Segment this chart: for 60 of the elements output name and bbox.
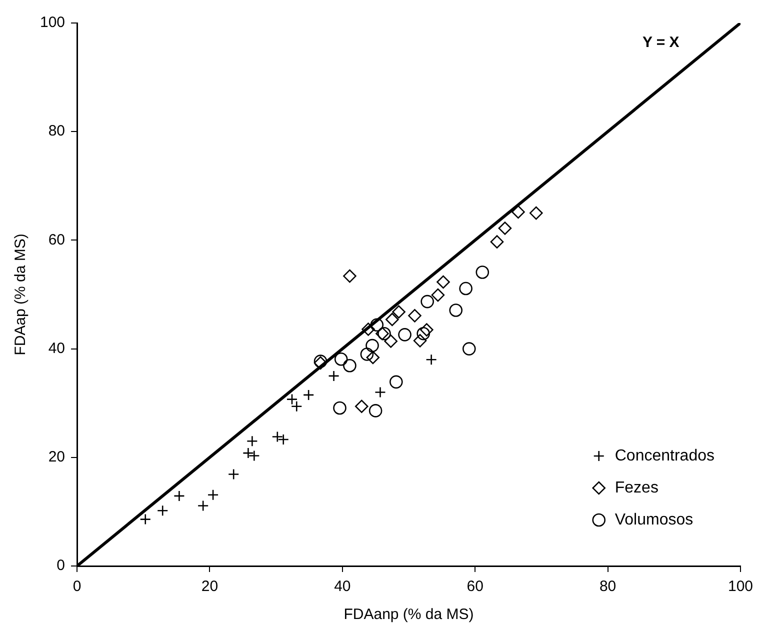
x-tick-label: 80 [599, 578, 616, 596]
point [476, 266, 490, 279]
y-tick-label: 40 [48, 340, 66, 357]
point [386, 312, 399, 326]
point [140, 514, 152, 525]
legend-label: Fezes [614, 479, 658, 496]
point [512, 205, 525, 219]
point [431, 288, 445, 302]
y-tick-label: 60 [48, 231, 66, 248]
point [360, 348, 374, 361]
point [490, 235, 504, 248]
point [355, 400, 368, 414]
point [374, 386, 386, 398]
y-tick-label: 20 [48, 448, 66, 466]
point [426, 354, 437, 366]
point [413, 334, 427, 348]
point [174, 490, 185, 502]
point [408, 309, 422, 322]
point [207, 489, 219, 501]
point [333, 401, 346, 415]
point [366, 350, 380, 364]
point [246, 435, 258, 447]
point [420, 323, 434, 336]
point [334, 352, 348, 366]
annotation: Y = X [642, 34, 680, 52]
point [390, 375, 403, 389]
point [156, 504, 168, 516]
point [384, 334, 398, 348]
point [343, 358, 356, 372]
point [459, 282, 472, 296]
point [302, 389, 314, 401]
point [343, 269, 356, 283]
point [328, 370, 340, 382]
x-tick-label: 20 [201, 578, 218, 596]
point [498, 222, 512, 235]
x-tick-label: 40 [334, 578, 351, 596]
point [228, 468, 240, 480]
legend-label: Concentrados [614, 447, 714, 464]
point [197, 500, 209, 512]
point [392, 305, 406, 319]
x-tick-label: 100 [728, 578, 753, 596]
y-axis-title: FDAap (% da MS) [12, 234, 30, 356]
point [370, 318, 384, 332]
x-tick-label: 60 [466, 578, 484, 596]
x-tick-label: 0 [72, 578, 82, 596]
y-tick-label: 80 [48, 122, 66, 140]
point [416, 326, 430, 340]
point [462, 342, 476, 356]
point [449, 304, 463, 317]
point [362, 322, 375, 336]
point [529, 206, 543, 220]
legend-label: Volumosos [614, 511, 694, 528]
point [398, 328, 412, 342]
point [366, 338, 379, 352]
point [420, 294, 434, 308]
y-tick-label: 100 [40, 14, 66, 32]
point [368, 404, 382, 418]
y-tick-label: 0 [56, 557, 66, 574]
point [436, 275, 450, 289]
x-axis-title: FDAanp (% da MS) [344, 606, 474, 624]
